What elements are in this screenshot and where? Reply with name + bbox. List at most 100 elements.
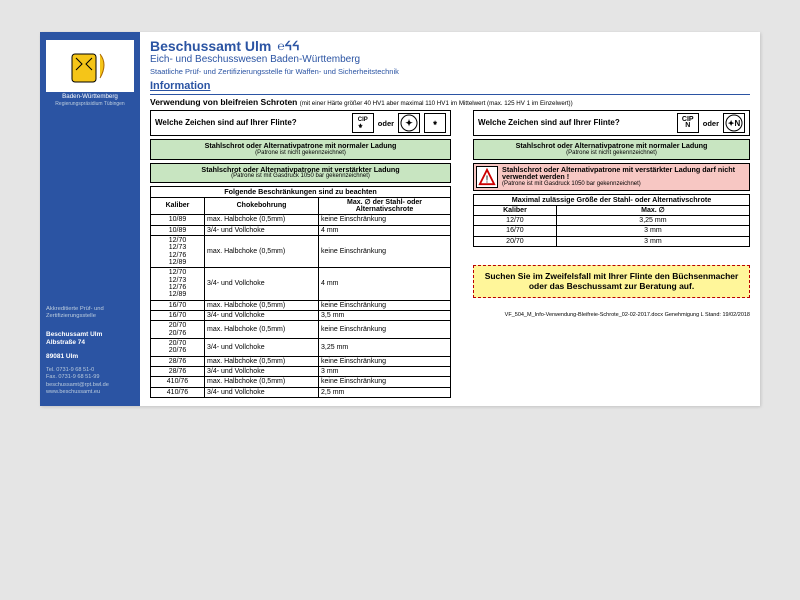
tableR-col0: Kaliber xyxy=(474,205,557,215)
oder-2: oder xyxy=(703,119,719,128)
red-l1: Stahlschrot oder Alternativpatrone mit v… xyxy=(502,165,735,182)
cip-mark-icon: CIP⚜ xyxy=(352,113,374,133)
table-cell: 20/70 xyxy=(474,236,557,246)
state-crest xyxy=(46,40,134,92)
question-text-left: Welche Zeichen sind auf Ihrer Flinte? xyxy=(155,119,348,127)
table-cell: max. Halbchoke (0,5mm) xyxy=(205,235,319,267)
table-cell: 410/76 xyxy=(151,387,205,397)
subtitle: Eich- und Beschusswesen Baden-Württember… xyxy=(150,54,750,65)
table-cell: max. Halbchoke (0,5mm) xyxy=(205,356,319,366)
section-information: Information xyxy=(150,80,750,92)
table-cell: 10/89 xyxy=(151,225,205,235)
crest-icon xyxy=(70,46,110,86)
table-cell: 16/70 xyxy=(151,311,205,321)
eagle-n-mark-icon: ✦N xyxy=(723,113,745,133)
table-row: 20/7020/76max. Halbchoke (0,5mm)keine Ei… xyxy=(151,321,451,339)
svg-text:✦N: ✦N xyxy=(728,119,741,128)
green-normal-left: Stahlschrot oder Alternativpatrone mit n… xyxy=(150,139,451,160)
table-cell: 3 mm xyxy=(556,226,749,236)
table-row: 28/76max. Halbchoke (0,5mm)keine Einschr… xyxy=(151,356,451,366)
right-column: Welche Zeichen sind auf Ihrer Flinte? CI… xyxy=(473,110,750,398)
table-cell: 4 mm xyxy=(319,225,451,235)
accreditation-note: Akkreditierte Prüf- und Zertifizierungss… xyxy=(46,306,134,320)
table-row: 410/763/4- und Vollchoke2,5 mm xyxy=(151,387,451,397)
warning-triangle-icon: ! xyxy=(476,166,498,188)
table-cell: 20/7020/76 xyxy=(151,321,205,339)
table-cell: 3/4- und Vollchoke xyxy=(205,339,319,357)
red-l2: (Patrone ist mit Gasdruck 1050 bar geken… xyxy=(502,181,747,188)
table-cell: 3/4- und Vollchoke xyxy=(205,225,319,235)
sidebar: Baden-Württemberg Regierungspräsidium Tü… xyxy=(40,32,140,406)
left-column: Welche Zeichen sind auf Ihrer Flinte? CI… xyxy=(150,110,451,398)
green-reinforced-left: Stahlschrot oder Alternativpatrone mit v… xyxy=(150,163,451,184)
contact-block: Tel. 0731-9 68 51-0 Fax. 0731-9 68 51-99… xyxy=(46,367,134,396)
title-text: Beschussamt Ulm xyxy=(150,38,271,54)
tableL-col0: Kaliber xyxy=(151,197,205,215)
table-cell: 28/76 xyxy=(151,356,205,366)
green1r-l1: Stahlschrot oder Alternativpatrone mit n… xyxy=(516,141,708,150)
table-row: 20/703 mm xyxy=(474,236,750,246)
green2-l2: (Patrone ist mit Gasdruck 1050 bar geken… xyxy=(153,173,448,180)
green2-l1: Stahlschrot oder Alternativpatrone mit v… xyxy=(201,165,399,174)
eagle-mark-icon: ✦ xyxy=(398,113,420,133)
table-row: 16/703 mm xyxy=(474,226,750,236)
table-row: 10/89max. Halbchoke (0,5mm)keine Einschr… xyxy=(151,215,451,225)
table-row: 20/7020/763/4- und Vollchoke3,25 mm xyxy=(151,339,451,357)
address-block: Beschussamt Ulm Albstraße 74 89081 Ulm xyxy=(46,331,134,361)
table-cell: 3,25 mm xyxy=(319,339,451,357)
green-normal-right: Stahlschrot oder Alternativpatrone mit n… xyxy=(473,139,750,160)
contact-fax: Fax. 0731-9 68 51-99 xyxy=(46,374,134,381)
usage-line: Verwendung von bleifreien Schroten (mit … xyxy=(150,97,750,107)
table-row: 12/7012/7312/7612/893/4- und Vollchoke4 … xyxy=(151,268,451,300)
addr-name: Beschussamt Ulm xyxy=(46,331,134,339)
table-row: 16/70max. Halbchoke (0,5mm)keine Einschr… xyxy=(151,300,451,310)
oder-1: oder xyxy=(378,119,394,128)
table-cell: 3 mm xyxy=(319,367,451,377)
table-cell: 3,25 mm xyxy=(556,215,749,225)
tableR-col1: Max. ∅ xyxy=(556,205,749,215)
red-warning-box: ! Stahlschrot oder Alternativpatrone mit… xyxy=(473,163,750,191)
footer-line: VF_504_M_Info-Verwendung-Bleifreie-Schro… xyxy=(473,312,750,318)
table-cell: 28/76 xyxy=(151,367,205,377)
table-cell: 12/70 xyxy=(474,215,557,225)
table-cell: 4 mm xyxy=(319,268,451,300)
green1-l1: Stahlschrot oder Alternativpatrone mit n… xyxy=(205,141,397,150)
table-cell: max. Halbchoke (0,5mm) xyxy=(205,215,319,225)
tableL-col1: Chokebohrung xyxy=(205,197,319,215)
table-cell: max. Halbchoke (0,5mm) xyxy=(205,377,319,387)
maxsize-table: Maximal zulässige Größe der Stahl- oder … xyxy=(473,194,750,247)
table-cell: keine Einschränkung xyxy=(319,356,451,366)
content-area: Beschussamt Ulm ℮ᔦᔦ Eich- und Beschusswe… xyxy=(140,32,760,406)
table-cell: 20/7020/76 xyxy=(151,339,205,357)
table-cell: 3/4- und Vollchoke xyxy=(205,311,319,321)
table-cell: 3/4- und Vollchoke xyxy=(205,387,319,397)
table-row: 12/7012/7312/7612/89max. Halbchoke (0,5m… xyxy=(151,235,451,267)
svg-text:!: ! xyxy=(486,174,489,185)
question-box-left: Welche Zeichen sind auf Ihrer Flinte? CI… xyxy=(150,110,451,136)
table-cell: 2,5 mm xyxy=(319,387,451,397)
table-row: 10/893/4- und Vollchoke4 mm xyxy=(151,225,451,235)
contact-tel: Tel. 0731-9 68 51-0 xyxy=(46,367,134,374)
table-cell: keine Einschränkung xyxy=(319,215,451,225)
table-cell: keine Einschränkung xyxy=(319,377,451,387)
table-cell: 3/4- und Vollchoke xyxy=(205,367,319,377)
table-row: 410/76max. Halbchoke (0,5mm)keine Einsch… xyxy=(151,377,451,387)
divider xyxy=(150,94,750,95)
table-row: 28/763/4- und Vollchoke3 mm xyxy=(151,367,451,377)
table-cell: keine Einschränkung xyxy=(319,321,451,339)
table-cell: 10/89 xyxy=(151,215,205,225)
table-cell: 16/70 xyxy=(474,226,557,236)
table-row: 16/703/4- und Vollchoke3,5 mm xyxy=(151,311,451,321)
state-name: Baden-Württemberg xyxy=(46,94,134,101)
usage-bold: Verwendung von bleifreien Schroten xyxy=(150,97,297,107)
addr-city: 89081 Ulm xyxy=(46,353,134,361)
tableL-col2: Max. ∅ der Stahl- oder Alternativschrote xyxy=(319,197,451,215)
table-cell: 3/4- und Vollchoke xyxy=(205,268,319,300)
table-cell: 12/7012/7312/7612/89 xyxy=(151,235,205,267)
title-line: Beschussamt Ulm ℮ᔦᔦ xyxy=(150,38,750,54)
question-text-right: Welche Zeichen sind auf Ihrer Flinte? xyxy=(478,119,673,127)
table-cell: keine Einschränkung xyxy=(319,235,451,267)
green1-l2: (Patrone ist nicht gekennzeichnet) xyxy=(153,150,448,157)
svg-text:✦: ✦ xyxy=(405,118,413,128)
contact-web: www.beschussamt.eu xyxy=(46,389,134,396)
